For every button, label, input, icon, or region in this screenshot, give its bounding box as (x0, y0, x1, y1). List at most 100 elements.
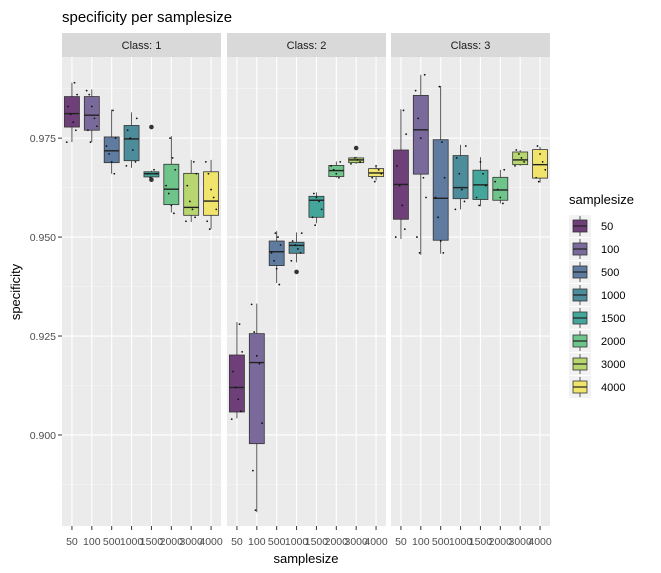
y-tick-label: 0.900 (30, 430, 56, 442)
x-tick-label: 100 (412, 536, 430, 548)
jitter-point (238, 323, 241, 326)
jitter-point (312, 192, 315, 195)
jitter-point (418, 252, 421, 254)
jitter-point (458, 172, 461, 175)
jitter-point (230, 418, 233, 421)
jitter-point (192, 160, 195, 163)
jitter-point (88, 93, 91, 96)
x-tick-label: 1000 (285, 536, 309, 548)
x-tick-label: 2000 (489, 536, 513, 548)
jitter-point (239, 410, 242, 413)
jitter-point (439, 240, 442, 242)
jitter-point (252, 469, 254, 472)
jitter-point (356, 159, 359, 161)
legend-label: 100 (601, 244, 619, 256)
jitter-point (253, 331, 256, 333)
x-tick-label: 50 (66, 536, 78, 548)
jitter-point (135, 117, 138, 120)
jitter-point (377, 168, 380, 171)
jitter-point (380, 172, 383, 175)
jitter-point (502, 202, 504, 205)
legend-label: 50 (601, 221, 613, 233)
legend-label: 1500 (601, 313, 625, 325)
jitter-point (126, 129, 129, 132)
jitter-point (165, 184, 168, 187)
jitter-point (520, 157, 523, 159)
jitter-point (72, 121, 75, 124)
facet-strip-label: Class: 1 (122, 40, 162, 52)
jitter-point (237, 398, 240, 401)
jitter-point (208, 228, 211, 231)
jitter-point (405, 133, 408, 136)
jitter-point (74, 129, 77, 132)
jitter-point (241, 350, 244, 353)
x-tick-label: 3000 (509, 536, 533, 548)
jitter-point (332, 168, 335, 171)
box (163, 163, 180, 206)
jitter-point (454, 208, 457, 211)
jitter-point (537, 180, 540, 183)
jitter-point (146, 172, 149, 175)
x-tick-label: 500 (432, 536, 450, 548)
jitter-point (76, 93, 79, 96)
jitter-point (419, 137, 422, 140)
jitter-point (514, 164, 516, 167)
jitter-point (314, 224, 317, 227)
jitter-point (212, 196, 215, 199)
box (229, 354, 245, 413)
jitter-point (65, 141, 68, 143)
jitter-point (273, 259, 275, 262)
jitter-point (134, 160, 137, 163)
jitter-point (113, 172, 116, 175)
legend-label: 3000 (601, 359, 625, 371)
jitter-point (170, 204, 173, 207)
box (203, 171, 219, 216)
jitter-point (114, 137, 117, 140)
jitter-point (129, 137, 132, 140)
x-tick-label: 4000 (364, 536, 388, 548)
jitter-point (441, 141, 443, 143)
box (103, 136, 120, 164)
jitter-point (496, 188, 499, 191)
jitter-point (110, 160, 113, 163)
box (512, 151, 529, 166)
jitter-point (335, 172, 338, 175)
jitter-point (155, 172, 158, 175)
jitter-point (89, 141, 92, 143)
x-tick-label: 2000 (325, 536, 349, 548)
jitter-point (261, 422, 263, 424)
jitter-point (353, 157, 356, 159)
jitter-point (438, 85, 441, 88)
jitter-point (173, 212, 175, 215)
jitter-point (149, 176, 152, 179)
jitter-point (232, 370, 234, 373)
jitter-point (206, 220, 209, 223)
legend-title: samplesize (569, 192, 634, 207)
x-tick-label: 4000 (199, 536, 223, 548)
jitter-point (403, 228, 406, 231)
jitter-point (339, 160, 342, 163)
jitter-point (475, 196, 478, 199)
jitter-point (539, 153, 541, 155)
x-tick-label: 2000 (160, 536, 184, 548)
jitter-point (330, 164, 333, 167)
x-tick-label: 1500 (305, 536, 329, 548)
jitter-point (186, 184, 189, 187)
x-tick-label: 500 (103, 536, 121, 548)
jitter-point (416, 236, 418, 238)
jitter-point (125, 164, 128, 167)
jitter-point (359, 160, 361, 163)
jitter-point (479, 160, 482, 163)
jitter-point (523, 160, 525, 163)
facet-strip-label: Class: 2 (287, 40, 327, 52)
box (532, 149, 548, 179)
box (83, 96, 100, 131)
y-tick-label: 0.975 (30, 133, 56, 145)
jitter-point (482, 172, 484, 175)
jitter-point (93, 117, 96, 120)
box (183, 172, 200, 216)
jitter-point (463, 200, 466, 203)
